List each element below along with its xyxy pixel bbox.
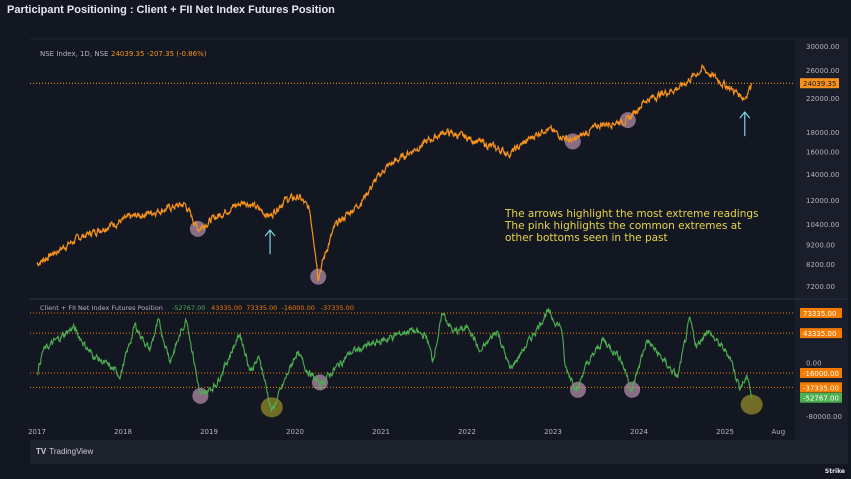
price-axis-tick: 30000.00 (806, 43, 839, 51)
price-axis-tick: 16000.00 (806, 149, 839, 157)
position-axis-tick: 0.00 (806, 359, 822, 367)
level-label: -16000.00 (803, 370, 839, 378)
annotation-text: The pink highlights the common extremes … (504, 220, 741, 232)
time-axis-tick: 2017 (28, 428, 46, 436)
time-axis-tick: 2022 (458, 428, 476, 436)
last-price-badge (800, 78, 839, 89)
position-legend-value: -52767.00 (172, 304, 205, 312)
pink-highlight (619, 112, 636, 129)
tradingview-logo: TV TradingView (36, 447, 93, 456)
last-position-label: -52767.00 (803, 395, 839, 403)
price-axis-tick: 9200.00 (806, 242, 835, 250)
time-axis-tick: Aug (771, 428, 785, 436)
level-label: -37335.00 (803, 384, 839, 392)
position-axis-tick: -80000.00 (806, 413, 842, 421)
time-axis-tick: 2020 (286, 428, 304, 436)
time-axis-tick: 2018 (114, 428, 132, 436)
price-legend-last: 24039.35 (111, 50, 144, 58)
price-axis-tick: 26000.00 (806, 67, 839, 75)
pink-highlight (192, 387, 209, 404)
time-axis-tick: 2025 (716, 428, 734, 436)
price-axis-tick: 14000.00 (806, 171, 839, 179)
time-axis-tick: 2021 (372, 428, 390, 436)
price-axis-tick: 18000.00 (806, 129, 839, 137)
price-axis-tick: 7200.00 (806, 283, 835, 291)
level-badge (800, 367, 842, 378)
level-badge (800, 382, 842, 393)
level-label: 73335.00 (803, 310, 836, 318)
last-price-label: 24039.35 (803, 80, 836, 88)
position-legend-value: 73335.00 (246, 304, 277, 312)
footer-bar (30, 440, 848, 464)
tradingview-brand: TradingView (49, 447, 94, 456)
price-pane (30, 40, 795, 298)
position-legend-value: 43335.00 (211, 304, 242, 312)
position-legend-title: Client + FII Net Index Futures Position (40, 304, 163, 312)
price-legend-title: NSE Index, 1D, NSE (40, 50, 108, 58)
watermark: Strike (824, 468, 845, 475)
level-badge (800, 328, 842, 339)
price-axis-tick: 10400.00 (806, 221, 839, 229)
position-series-line (37, 307, 753, 413)
tradingview-logo-icon: TV (36, 447, 47, 456)
time-axis (30, 420, 795, 440)
price-series-line (36, 63, 753, 282)
time-axis-tick: 2024 (630, 428, 648, 436)
price-axis-tick: 8200.00 (806, 261, 835, 269)
page-title: Participant Positioning : Client + FII N… (7, 4, 335, 16)
olive-highlight (740, 394, 763, 415)
position-pane (30, 300, 795, 420)
position-legend-value: -37335.00 (321, 304, 354, 312)
price-axis-tick: 12000.00 (806, 197, 839, 205)
arrow-icon (264, 229, 276, 255)
time-axis-tick: 2023 (544, 428, 562, 436)
time-axis-tick: 2019 (200, 428, 218, 436)
price-legend-change: -207.35 (-0.86%) (147, 50, 207, 58)
arrow-icon (739, 111, 751, 137)
level-badge (800, 308, 842, 318)
annotation-text: The arrows highlight the most extreme re… (504, 208, 759, 220)
last-position-badge (800, 392, 842, 403)
position-legend-value: -16000.00 (282, 304, 315, 312)
annotation-text: other bottoms seen in the past (505, 232, 668, 244)
pink-highlight (311, 374, 328, 391)
level-label: 43335.00 (803, 330, 836, 338)
price-axis-tick: 22000.00 (806, 95, 839, 103)
